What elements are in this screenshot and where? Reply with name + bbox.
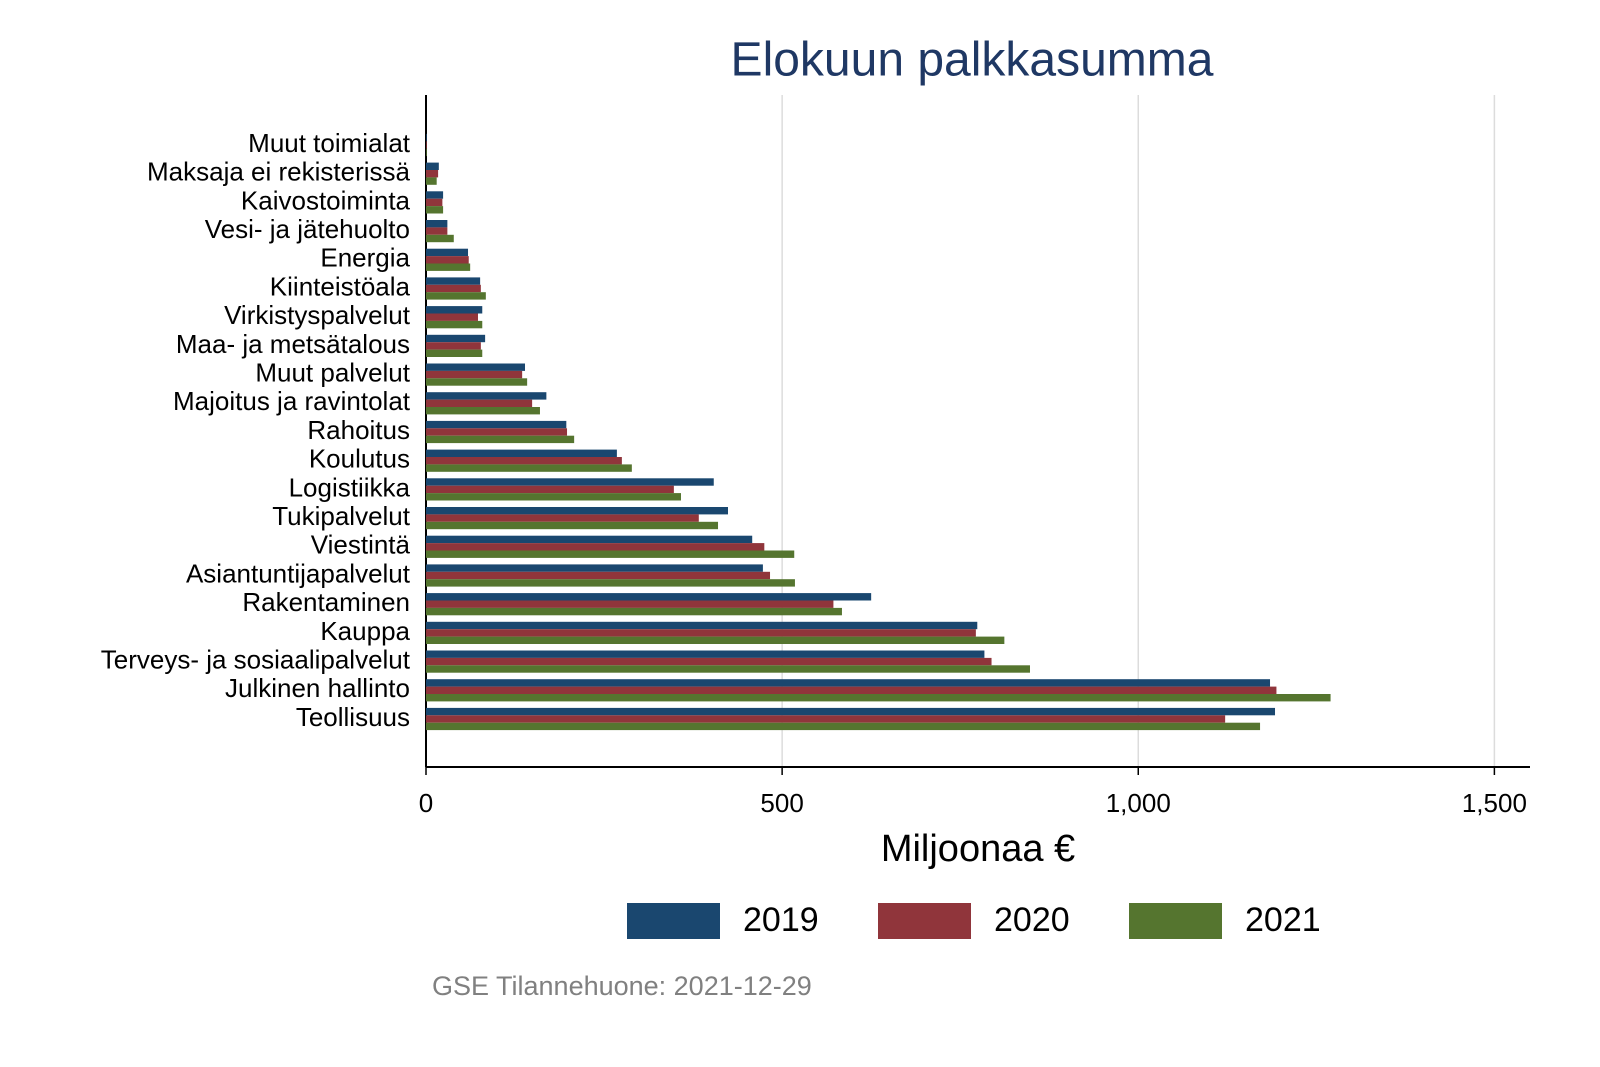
- bar: [426, 363, 526, 371]
- y-tick-label: Teollisuus: [296, 702, 410, 732]
- note: GSE Tilannehuone: 2021-12-29: [432, 971, 812, 1001]
- bar: [426, 198, 443, 207]
- bar: [426, 306, 483, 314]
- bar: [426, 650, 985, 658]
- bar: [426, 621, 978, 630]
- bar: [426, 170, 439, 178]
- y-tick-label: Rahoitus: [307, 415, 410, 445]
- y-tick-label: Rakentaminen: [242, 587, 410, 617]
- bar: [426, 370, 523, 379]
- bar: [426, 349, 483, 357]
- bar: [426, 715, 1226, 723]
- bar: [426, 485, 674, 494]
- bar: [426, 320, 483, 329]
- bar: [426, 227, 448, 235]
- bar: [426, 543, 765, 551]
- bar: [426, 162, 439, 170]
- bar: [426, 707, 1276, 716]
- bar: [426, 133, 427, 142]
- x-axis-label: Miljoonaa €: [881, 828, 1075, 870]
- y-tick-label: Majoitus ja ravintolat: [173, 386, 411, 416]
- bar: [426, 493, 681, 501]
- bar: [426, 535, 753, 544]
- bar: [426, 141, 427, 149]
- bar: [426, 191, 444, 199]
- x-tick-label: 0: [419, 788, 433, 818]
- chart-title: Elokuun palkkasumma: [731, 34, 1214, 87]
- bar: [426, 392, 547, 400]
- bar: [426, 428, 568, 436]
- y-tick-label: Maksaja ei rekisterissä: [147, 157, 411, 187]
- bar: [426, 507, 728, 515]
- bar: [426, 514, 699, 522]
- bar: [426, 457, 622, 465]
- y-tick-label: Muut palvelut: [255, 357, 410, 387]
- bar: [426, 256, 469, 264]
- y-tick-label: Terveys- ja sosiaalipalvelut: [101, 644, 411, 674]
- bar: [426, 629, 976, 637]
- bar: [426, 579, 795, 587]
- bar: [426, 177, 437, 185]
- legend-swatch: [1129, 903, 1222, 939]
- x-tick-label: 1,000: [1106, 788, 1171, 818]
- bar: [426, 694, 1331, 702]
- y-tick-label: Julkinen hallinto: [225, 673, 410, 703]
- bar: [426, 636, 1005, 644]
- y-tick-label: Koulutus: [309, 444, 410, 474]
- y-tick-label: Energia: [320, 243, 410, 273]
- bar: [426, 248, 469, 257]
- bar: [426, 292, 486, 300]
- y-tick-label: Asiantuntijapalvelut: [186, 558, 411, 588]
- bar: [426, 550, 795, 558]
- bar: [426, 234, 454, 243]
- bar: [426, 665, 1030, 673]
- y-tick-label: Virkistyspalvelut: [224, 300, 411, 330]
- bar: [426, 449, 617, 457]
- y-tick-label: Kiinteistöala: [270, 271, 411, 301]
- bar: [426, 600, 834, 608]
- bar: [426, 686, 1277, 694]
- bar: [426, 342, 481, 350]
- y-tick-label: Viestintä: [311, 530, 411, 560]
- bar: [426, 399, 533, 407]
- y-tick-label: Kaivostoiminta: [241, 185, 411, 215]
- bar: [426, 521, 719, 530]
- bar: [426, 435, 575, 444]
- y-tick-label: Vesi- ja jätehuolto: [205, 214, 410, 244]
- y-tick-label: Logistiikka: [289, 472, 411, 502]
- legend-label: 2020: [994, 901, 1070, 939]
- x-tick-label: 500: [760, 788, 803, 818]
- bar: [426, 378, 528, 386]
- bar: [426, 593, 872, 601]
- bar: [426, 277, 481, 285]
- y-tick-label: Maa- ja metsätalous: [176, 329, 410, 359]
- bar: [426, 334, 486, 343]
- bar: [426, 722, 1261, 731]
- y-tick-label: Muut toimialat: [248, 128, 411, 158]
- bar: [426, 313, 478, 321]
- bar: [426, 206, 444, 214]
- y-tick-label: Tukipalvelut: [272, 501, 411, 531]
- bar: [426, 657, 992, 666]
- bar: [426, 148, 427, 157]
- legend-swatch: [878, 903, 971, 939]
- bar: [426, 420, 567, 429]
- legend-label: 2019: [743, 901, 819, 939]
- bar: [426, 571, 771, 580]
- bar: [426, 607, 842, 616]
- bar: [426, 478, 714, 486]
- bar: [426, 564, 763, 572]
- bar: [426, 407, 540, 415]
- bar: [426, 220, 448, 228]
- y-tick-label: Kauppa: [320, 616, 410, 646]
- bar: [426, 284, 481, 293]
- x-tick-label: 1,500: [1462, 788, 1527, 818]
- bar: [426, 464, 632, 472]
- legend-swatch: [627, 903, 720, 939]
- bar: [426, 263, 471, 271]
- bar: [426, 679, 1271, 687]
- legend-label: 2021: [1245, 901, 1321, 939]
